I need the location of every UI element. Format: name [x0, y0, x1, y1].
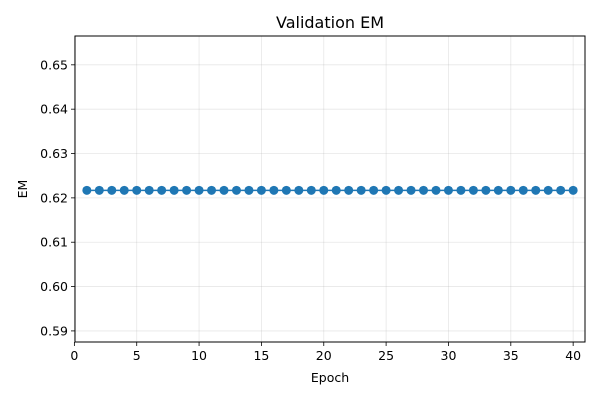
- x-tick-label: 25: [378, 348, 394, 363]
- x-tick-label: 10: [191, 348, 207, 363]
- data-point: [107, 185, 117, 195]
- data-point: [182, 185, 192, 195]
- data-point: [518, 185, 528, 195]
- data-point: [194, 185, 204, 195]
- data-point: [207, 185, 217, 195]
- data-point: [456, 185, 466, 195]
- data-point: [294, 185, 304, 195]
- x-tick-label: 40: [565, 348, 581, 363]
- data-point: [331, 185, 341, 195]
- data-point: [468, 185, 478, 195]
- data-point: [568, 185, 578, 195]
- y-tick-label: 0.59: [40, 323, 68, 338]
- x-tick-label: 15: [253, 348, 269, 363]
- data-point: [556, 185, 566, 195]
- data-point: [344, 185, 354, 195]
- data-point: [419, 185, 429, 195]
- data-point: [231, 185, 241, 195]
- data-point: [319, 185, 329, 195]
- data-point: [369, 185, 379, 195]
- y-tick-label: 0.65: [40, 57, 68, 72]
- data-point: [82, 185, 92, 195]
- data-point: [94, 185, 104, 195]
- data-point: [394, 185, 404, 195]
- data-point: [132, 185, 142, 195]
- x-tick-label: 20: [316, 348, 332, 363]
- y-tick-label: 0.61: [40, 235, 68, 250]
- data-point: [381, 185, 391, 195]
- data-point: [256, 185, 266, 195]
- data-point: [431, 185, 441, 195]
- y-tick-label: 0.62: [40, 190, 68, 205]
- y-tick-label: 0.64: [40, 102, 68, 117]
- x-axis-label: Epoch: [311, 370, 349, 385]
- data-point: [356, 185, 366, 195]
- x-tick-label: 0: [70, 348, 78, 363]
- data-point: [219, 185, 229, 195]
- data-point: [119, 185, 129, 195]
- data-point: [244, 185, 254, 195]
- x-axis-ticks: 0 5 10 15 20 25 30 35 40: [70, 342, 581, 363]
- y-axis-ticks: 0.59 0.60 0.61 0.62 0.63 0.64 0.65: [40, 57, 75, 338]
- y-axis-label: EM: [15, 180, 30, 199]
- x-tick-label: 35: [503, 348, 519, 363]
- chart-title: Validation EM: [276, 13, 384, 32]
- y-tick-label: 0.63: [40, 146, 68, 161]
- data-point: [281, 185, 291, 195]
- series-points: [82, 185, 578, 195]
- data-point: [506, 185, 516, 195]
- data-point: [493, 185, 503, 195]
- data-point: [481, 185, 491, 195]
- data-point: [144, 185, 154, 195]
- data-point: [406, 185, 416, 195]
- plot-area-frame: [74, 35, 586, 343]
- data-point: [157, 185, 167, 195]
- x-tick-label: 30: [441, 348, 457, 363]
- y-tick-label: 0.60: [40, 279, 68, 294]
- data-point: [169, 185, 179, 195]
- x-tick-label: 5: [133, 348, 141, 363]
- data-point: [443, 185, 453, 195]
- data-point: [543, 185, 553, 195]
- data-point: [306, 185, 316, 195]
- data-point: [269, 185, 279, 195]
- data-point: [531, 185, 541, 195]
